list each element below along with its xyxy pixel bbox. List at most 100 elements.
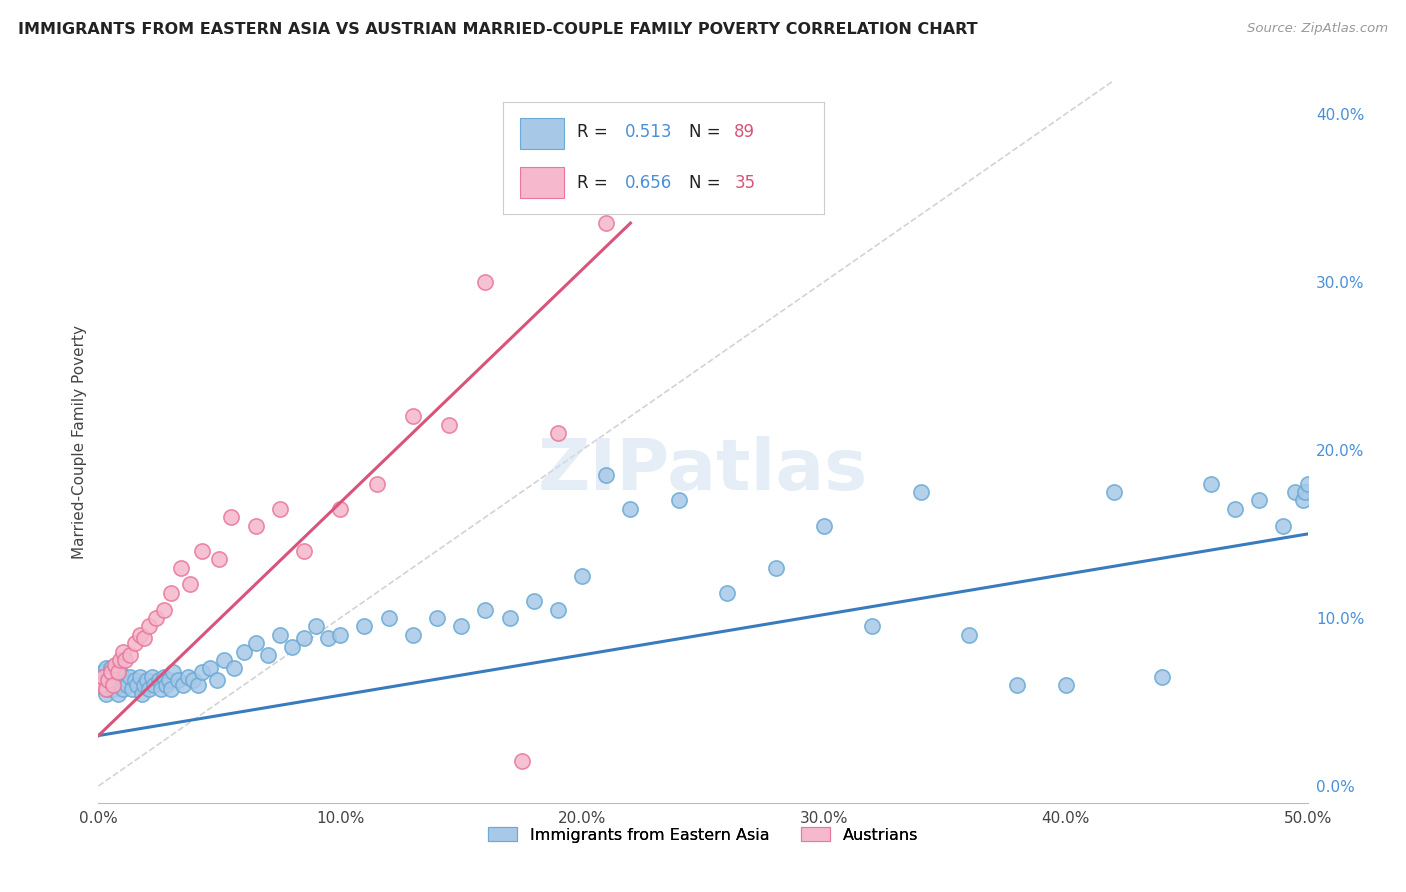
Point xyxy=(281,640,304,654)
Point xyxy=(910,485,932,500)
Point xyxy=(474,275,496,289)
Point xyxy=(90,670,112,684)
Point xyxy=(101,681,124,696)
Point xyxy=(111,681,134,696)
Point xyxy=(114,674,136,689)
Point xyxy=(97,673,120,687)
Point xyxy=(101,670,124,684)
Point xyxy=(128,670,150,684)
Point xyxy=(155,678,177,692)
Point xyxy=(100,665,122,679)
Point xyxy=(91,665,114,679)
Point xyxy=(118,648,141,662)
Y-axis label: Married-Couple Family Poverty: Married-Couple Family Poverty xyxy=(72,325,87,558)
Point xyxy=(138,681,160,696)
Point xyxy=(134,631,156,645)
Point xyxy=(138,619,160,633)
Point xyxy=(104,658,127,673)
Point xyxy=(1292,493,1315,508)
Point xyxy=(212,653,235,667)
Point xyxy=(474,602,496,616)
Point xyxy=(1249,493,1271,508)
Point xyxy=(124,636,146,650)
Point xyxy=(523,594,546,608)
Point xyxy=(152,602,174,616)
Point xyxy=(860,619,883,633)
Point xyxy=(450,619,472,633)
Point xyxy=(167,673,190,687)
Point xyxy=(765,560,787,574)
Point xyxy=(402,409,425,424)
Point xyxy=(510,754,533,768)
Point xyxy=(107,687,129,701)
Point xyxy=(957,628,980,642)
Point xyxy=(245,518,267,533)
Text: IMMIGRANTS FROM EASTERN ASIA VS AUSTRIAN MARRIED-COUPLE FAMILY POVERTY CORRELATI: IMMIGRANTS FROM EASTERN ASIA VS AUSTRIAN… xyxy=(18,22,979,37)
Point xyxy=(124,673,146,687)
Point xyxy=(107,673,129,687)
Point xyxy=(191,543,214,558)
Point xyxy=(292,631,315,645)
Point xyxy=(162,665,184,679)
Point xyxy=(107,665,129,679)
Point xyxy=(101,678,124,692)
Point xyxy=(108,665,131,679)
Point xyxy=(179,577,201,591)
Text: ZIPatlas: ZIPatlas xyxy=(538,436,868,505)
Point xyxy=(366,476,388,491)
Point xyxy=(716,586,738,600)
Point xyxy=(305,619,328,633)
Point xyxy=(90,678,112,692)
Point xyxy=(232,644,254,658)
Point xyxy=(547,602,569,616)
Point xyxy=(94,681,117,696)
Point xyxy=(222,661,245,675)
Point xyxy=(198,661,221,675)
Text: Source: ZipAtlas.com: Source: ZipAtlas.com xyxy=(1247,22,1388,36)
Point xyxy=(1152,670,1174,684)
Point xyxy=(1223,501,1246,516)
Point xyxy=(94,661,117,675)
Point xyxy=(498,611,520,625)
Point xyxy=(108,653,131,667)
Point xyxy=(571,569,593,583)
Point xyxy=(177,670,200,684)
Point xyxy=(619,501,641,516)
Point xyxy=(191,665,214,679)
Point xyxy=(131,687,153,701)
Point xyxy=(100,674,122,689)
Point xyxy=(172,678,194,692)
Point xyxy=(91,678,114,692)
Point xyxy=(1284,485,1306,500)
Point xyxy=(91,670,114,684)
Point xyxy=(269,628,291,642)
Point xyxy=(111,670,134,684)
Point xyxy=(426,611,449,625)
Point xyxy=(1102,485,1125,500)
Point xyxy=(1054,678,1077,692)
Point xyxy=(221,510,243,524)
Point xyxy=(97,681,120,696)
Point xyxy=(134,678,156,692)
Point xyxy=(269,501,291,516)
Point xyxy=(353,619,375,633)
Point xyxy=(94,687,117,701)
Point xyxy=(1007,678,1029,692)
Point xyxy=(187,678,209,692)
Point xyxy=(668,493,690,508)
Point xyxy=(128,628,150,642)
Point xyxy=(292,543,315,558)
Point xyxy=(205,673,228,687)
Point xyxy=(1272,518,1295,533)
Point xyxy=(145,611,167,625)
Point xyxy=(97,670,120,684)
Point xyxy=(117,678,139,692)
Point xyxy=(104,665,127,679)
Point xyxy=(329,501,352,516)
Point xyxy=(316,631,339,645)
Point xyxy=(135,673,157,687)
Point xyxy=(402,628,425,642)
Point xyxy=(108,678,131,692)
Point xyxy=(813,518,835,533)
Point xyxy=(100,661,122,675)
